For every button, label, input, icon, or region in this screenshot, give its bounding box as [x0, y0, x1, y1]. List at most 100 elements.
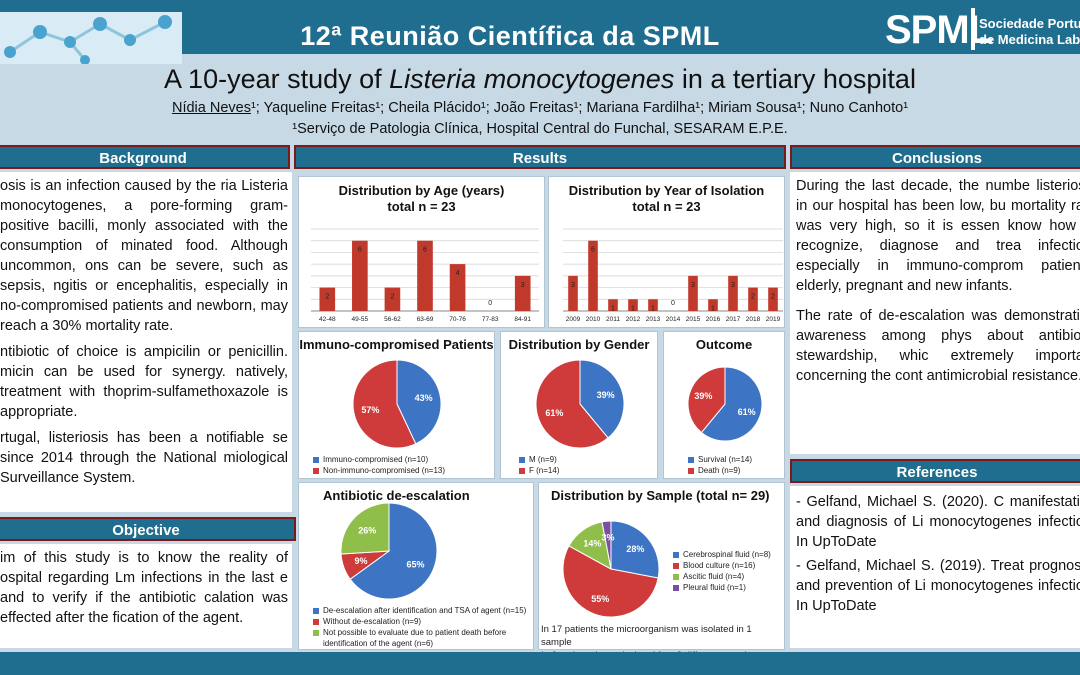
x-tick-label: 42-48 — [319, 316, 336, 323]
legend-label: Cerebrospinal fluid (n=8) — [683, 550, 771, 559]
pie-value-label: 9% — [354, 556, 367, 566]
authors: Nídia Neves¹; Yaqueline Freitas¹; Cheila… — [0, 100, 1080, 116]
bar-value-label: 1 — [711, 305, 715, 312]
immuno-chart-card: Immuno-compromised Patients 43% 57% Immun… — [298, 331, 495, 479]
bar-value-label: 2 — [390, 294, 394, 301]
bottom-bar — [0, 652, 1080, 675]
background-panel: osis is an infection caused by the ria L… — [0, 172, 292, 512]
bar — [514, 275, 531, 311]
pie-value-label: 28% — [626, 544, 644, 554]
year-chart-title: Distribution by Year of Isolation — [568, 183, 765, 198]
deescalation-chart-title: Antibiotic de-escalation — [323, 488, 470, 503]
legend-label: Immuno-compromised (n=10) — [323, 455, 429, 464]
pie-slice — [687, 366, 726, 434]
sample-legend: Cerebrospinal fluid (n=8) Blood culture … — [673, 549, 771, 593]
bar-value-label: 3 — [691, 282, 695, 289]
objective-header: Objective — [0, 517, 296, 541]
sample-chart-title: Distribution by Sample (total n= 29) — [551, 488, 770, 503]
pie-value-label: 55% — [591, 594, 609, 604]
pie-slice — [700, 366, 763, 442]
age-chart-title: Distribution by Age (years) — [338, 183, 505, 198]
bar-value-label: 2 — [325, 294, 329, 301]
bar — [748, 287, 758, 311]
bar-value-label: 4 — [456, 270, 460, 277]
bar-value-label: 1 — [611, 305, 615, 312]
outcome-chart-title: Outcome — [695, 337, 753, 352]
conclusions-panel: During the last decade, the numbe lister… — [790, 172, 1080, 454]
conference-title: 12ª Reunião Científica da SPML — [300, 21, 720, 51]
legend-item: F (n=14) — [519, 465, 559, 476]
outcome-pie-chart: 61% 39% — [687, 366, 763, 442]
legend-label: Death (n=9) — [698, 466, 741, 475]
pie-value-label: 65% — [407, 560, 425, 570]
legend-label: Ascitic fluid (n=4) — [683, 572, 745, 581]
conclusions-text: During the last decade, the numbe lister… — [796, 176, 1080, 392]
gender-pie-chart: 39% 61% — [535, 359, 625, 449]
bar — [449, 264, 466, 311]
pie-slice — [352, 359, 417, 449]
x-tick-label: 70-76 — [449, 316, 466, 323]
bar — [384, 287, 401, 311]
year-chart-subtitle: total n = 23 — [632, 199, 701, 214]
pie-value-label: 39% — [597, 390, 615, 400]
bar-value-label: 2 — [771, 294, 775, 301]
bar-value-label: 1 — [651, 305, 655, 312]
legend-item: Blood culture (n=16) — [673, 560, 771, 571]
title-part-2: in a tertiary hospital — [674, 64, 916, 94]
x-tick-label: 77-83 — [482, 316, 499, 323]
pie-slice — [610, 520, 660, 579]
reference-1: - Gelfand, Michael S. (2020). C manifest… — [796, 494, 1080, 550]
immuno-legend: Immuno-compromised (n=10) Non-immuno-com… — [313, 454, 445, 476]
bar — [648, 299, 658, 311]
sample-chart-card: Distribution by Sample (total n= 29) 28%… — [538, 482, 785, 661]
legend-item: De-escalation after identification and T… — [313, 605, 533, 616]
bar-value-label: 3 — [521, 282, 525, 289]
legend-label: Not possible to evaluate due to patient … — [323, 628, 507, 648]
legend-label: De-escalation after identification and T… — [323, 606, 527, 615]
legend-label: F (n=14) — [529, 466, 560, 475]
age-chart-card: Distribution by Age (years) total n = 23… — [298, 176, 545, 328]
conclusions-header: Conclusions — [790, 145, 1080, 169]
bar — [568, 275, 578, 311]
bar-value-label: 6 — [423, 247, 427, 254]
age-bar-chart: 2 42-48 6 49-55 2 56-62 6 63-69 4 70-76 0 77-83 3 84-… — [311, 228, 539, 323]
immuno-chart-title: Immuno-compromised Patients — [299, 337, 494, 352]
sample-note-line1: In 17 patients the microorganism was iso… — [541, 624, 752, 648]
affiliation: ¹Serviço de Patologia Clínica, Hospital … — [292, 121, 788, 137]
bar-value-label: 3 — [731, 282, 735, 289]
legend-label: Blood culture (n=16) — [683, 561, 756, 570]
year-bar-chart: 3 2009 6 2010 1 2011 1 2012 1 2013 0 2014 3 2015 1 2016… — [563, 228, 783, 323]
bar — [417, 240, 433, 311]
background-header: Background — [0, 145, 290, 169]
pie-value-label: 61% — [545, 408, 563, 418]
legend-item: Non-immuno-compromised (n=13) — [313, 465, 445, 476]
deescalation-chart-card: Antibiotic de-escalation 65% 9% 26% De-esc… — [298, 482, 534, 650]
legend-item: Pleural fluid (n=1) — [673, 582, 771, 593]
poster-title: A 10-year study of Listeria monocytogene… — [0, 64, 1080, 95]
pie-slice — [349, 502, 438, 600]
gender-chart-title: Distribution by Gender — [508, 337, 650, 352]
deescalation-pie-chart: 65% 9% 26% — [340, 502, 438, 600]
legend-item: Death (n=9) — [688, 465, 752, 476]
references-header: References — [790, 459, 1080, 483]
bar-value-label: 6 — [358, 247, 362, 254]
bar — [688, 275, 698, 311]
background-paragraph-1: osis is an infection caused by the ria L… — [0, 178, 288, 334]
legend-item: Ascitic fluid (n=4) — [673, 571, 771, 582]
pie-value-label: 61% — [738, 407, 756, 417]
pie-slice — [579, 359, 625, 439]
first-author: Nídia Neves — [171, 100, 251, 116]
x-tick-label: 2016 — [706, 316, 721, 323]
x-tick-label: 2012 — [626, 316, 641, 323]
other-authors: ¹; Yaqueline Freitas¹; Cheila Plácido¹; … — [250, 100, 909, 116]
outcome-legend: Survival (n=14) Death (n=9) — [688, 454, 752, 476]
conclusions-paragraph-1: During the last decade, the numbe lister… — [796, 178, 1080, 294]
objective-text: im of this study is to know the reality … — [0, 550, 288, 626]
legend-label: Survival (n=14) — [698, 455, 753, 464]
immuno-pie-chart: 43% 57% — [352, 359, 442, 449]
legend-label: Without de-escalation (n=9) — [323, 617, 422, 626]
bar — [319, 287, 336, 311]
logo-text: SPML — [885, 8, 993, 52]
bar-value-label: 0 — [488, 300, 492, 307]
x-tick-label: 2018 — [746, 316, 761, 323]
